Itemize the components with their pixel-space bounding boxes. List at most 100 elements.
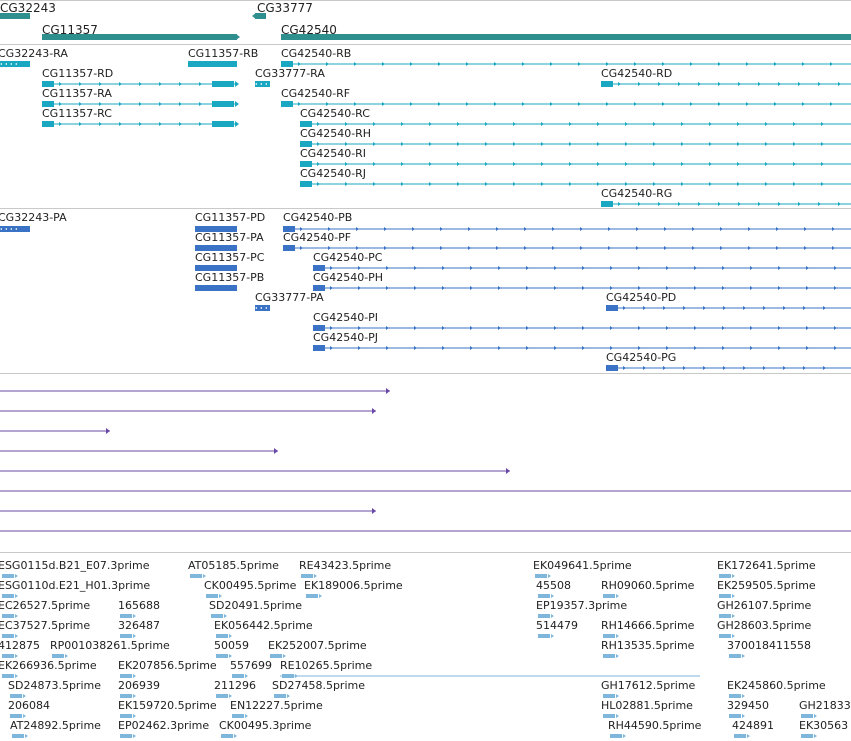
- est-label[interactable]: 165688: [118, 599, 160, 612]
- est-label[interactable]: HL02881.5prime: [601, 699, 693, 712]
- est-label[interactable]: ESG0115d.B21_E07.3prime: [0, 559, 150, 572]
- est-label[interactable]: 45508: [536, 579, 571, 592]
- est-label[interactable]: RH13535.5prime: [601, 639, 695, 652]
- est-label[interactable]: RE43423.5prime: [299, 559, 392, 572]
- est-arrow: [551, 634, 554, 638]
- est-feature: [801, 734, 813, 738]
- est-label[interactable]: EP19357.3prime: [536, 599, 628, 612]
- est-label[interactable]: RE10265.5prime: [280, 659, 373, 672]
- protein-transcript-label[interactable]: CG42540-PJ: [313, 331, 379, 344]
- est-label[interactable]: AT24892.5prime: [10, 719, 101, 732]
- est-label[interactable]: RH14666.5prime: [601, 619, 695, 632]
- rna-transcript-label[interactable]: CG11357-RC: [42, 107, 112, 120]
- protein-transcript-strand-arrow: [442, 326, 445, 330]
- est-label[interactable]: CK00495.3prime: [219, 719, 312, 732]
- protein-transcript-label[interactable]: CG11357-PC: [195, 251, 265, 264]
- est-label[interactable]: EK049641.5prime: [533, 559, 632, 572]
- rna-transcript-exon: [188, 61, 237, 67]
- est-label[interactable]: RH09060.5prime: [601, 579, 695, 592]
- est-label[interactable]: GH17612.5prime: [601, 679, 696, 692]
- est-label[interactable]: SD20491.5prime: [209, 599, 302, 612]
- est-label[interactable]: SD24873.5prime: [8, 679, 101, 692]
- protein-transcript-strand-arrow: [806, 346, 809, 350]
- est-label[interactable]: 412875: [0, 639, 40, 652]
- protein-transcript-label[interactable]: CG42540-PC: [313, 251, 383, 264]
- est-label[interactable]: SD27458.5prime: [272, 679, 365, 692]
- protein-transcript-label[interactable]: CG11357-PB: [195, 271, 265, 284]
- protein-transcript-exon: [195, 226, 237, 232]
- rna-transcript-label[interactable]: CG42540-RC: [300, 107, 370, 120]
- rna-transcript-label[interactable]: CG11357-RB: [188, 47, 259, 60]
- protein-transcript-label[interactable]: CG33777-PA: [255, 291, 324, 304]
- est-label[interactable]: 50059: [214, 639, 249, 652]
- est-label[interactable]: 370018411558: [727, 639, 811, 652]
- rna-transcript-label[interactable]: CG42540-RD: [601, 67, 673, 80]
- rna-transcript-label[interactable]: CG42540-RH: [300, 127, 372, 140]
- rna-transcript-strand-arrow: [485, 182, 488, 186]
- protein-transcript-strand-arrow: [763, 306, 766, 310]
- protein-transcript-label[interactable]: CG11357-PD: [195, 211, 266, 224]
- est-label[interactable]: 329450: [727, 699, 769, 712]
- est-arrow: [732, 614, 735, 618]
- rna-transcript-strand-arrow: [298, 62, 301, 66]
- rna-transcript-label[interactable]: CG11357-RD: [42, 67, 114, 80]
- rna-transcript-strand-arrow: [798, 202, 801, 206]
- rna-transcript-label[interactable]: CG42540-RG: [601, 187, 673, 200]
- est-label[interactable]: EK266936.5prime: [0, 659, 97, 672]
- est-label[interactable]: 206084: [8, 699, 50, 712]
- est-label[interactable]: ESG0110d.E21_H01.3prime: [0, 579, 151, 592]
- est-label[interactable]: EK252007.5prime: [268, 639, 367, 652]
- gene-label[interactable]: CG32243: [0, 1, 56, 15]
- est-label[interactable]: 557699: [230, 659, 272, 672]
- est-label[interactable]: GH28603.5prime: [717, 619, 812, 632]
- rna-transcript-strand-arrow: [179, 102, 182, 106]
- est-label[interactable]: RP001038261.5prime: [50, 639, 170, 652]
- protein-transcript-label[interactable]: CG11357-PA: [195, 231, 264, 244]
- est-label[interactable]: 206939: [118, 679, 160, 692]
- est-label[interactable]: EK056442.5prime: [214, 619, 313, 632]
- protein-transcript-strand-arrow: [442, 346, 445, 350]
- protein-transcript-label[interactable]: CG42540-PF: [283, 231, 352, 244]
- rna-transcript-label[interactable]: CG42540-RI: [300, 147, 367, 160]
- est-label[interactable]: RH44590.5prime: [608, 719, 702, 732]
- rna-transcript-label[interactable]: CG33777-RA: [255, 67, 325, 80]
- est-label[interactable]: EK189006.5prime: [304, 579, 403, 592]
- est-label[interactable]: GH26107.5prime: [717, 599, 812, 612]
- protein-transcript-strand-arrow: [638, 326, 641, 330]
- est-label[interactable]: GH21833: [799, 699, 851, 712]
- est-label[interactable]: 514479: [536, 619, 578, 632]
- protein-transcript-strand-arrow: [834, 266, 837, 270]
- est-label[interactable]: EC37527.5prime: [0, 619, 91, 632]
- est-label[interactable]: EP02462.3prime: [118, 719, 210, 732]
- protein-transcript-label[interactable]: CG42540-PH: [313, 271, 384, 284]
- protein-transcript-label[interactable]: CG42540-PG: [606, 351, 677, 364]
- rna-transcript-label[interactable]: CG42540-RF: [281, 87, 351, 100]
- protein-transcript-label[interactable]: CG32243-PA: [0, 211, 67, 224]
- est-label[interactable]: CK00495.5prime: [204, 579, 297, 592]
- est-label[interactable]: 424891: [732, 719, 774, 732]
- rna-transcript-label[interactable]: CG11357-RA: [42, 87, 112, 100]
- protein-transcript-label[interactable]: CG42540-PD: [606, 291, 677, 304]
- est-label[interactable]: EK30563: [799, 719, 849, 732]
- est-label[interactable]: EK207856.5prime: [118, 659, 217, 672]
- est-label[interactable]: 211296: [214, 679, 256, 692]
- est-label[interactable]: EK245860.5prime: [727, 679, 826, 692]
- protein-transcript-strand-arrow: [608, 246, 611, 250]
- est-label[interactable]: EC26527.5prime: [0, 599, 91, 612]
- gene-label[interactable]: CG11357: [42, 23, 98, 37]
- protein-transcript-label[interactable]: CG42540-PB: [283, 211, 353, 224]
- est-label[interactable]: EK172641.5prime: [717, 559, 816, 572]
- protein-transcript-strand-arrow: [694, 346, 697, 350]
- est-label[interactable]: AT05185.5prime: [188, 559, 279, 572]
- est-label[interactable]: EN12227.5prime: [230, 699, 323, 712]
- gene-label[interactable]: CG33777: [257, 1, 313, 15]
- protein-transcript-label[interactable]: CG42540-PI: [313, 311, 379, 324]
- rna-transcript-label[interactable]: CG32243-RA: [0, 47, 68, 60]
- rna-transcript-label[interactable]: CG42540-RB: [281, 47, 352, 60]
- rna-transcript-label[interactable]: CG42540-RJ: [300, 167, 367, 180]
- est-label[interactable]: EK259505.5prime: [717, 579, 816, 592]
- est-label[interactable]: 326487: [118, 619, 160, 632]
- gene-label[interactable]: CG42540: [281, 23, 337, 37]
- est-label[interactable]: EK159720.5prime: [118, 699, 217, 712]
- est-feature: [538, 634, 550, 638]
